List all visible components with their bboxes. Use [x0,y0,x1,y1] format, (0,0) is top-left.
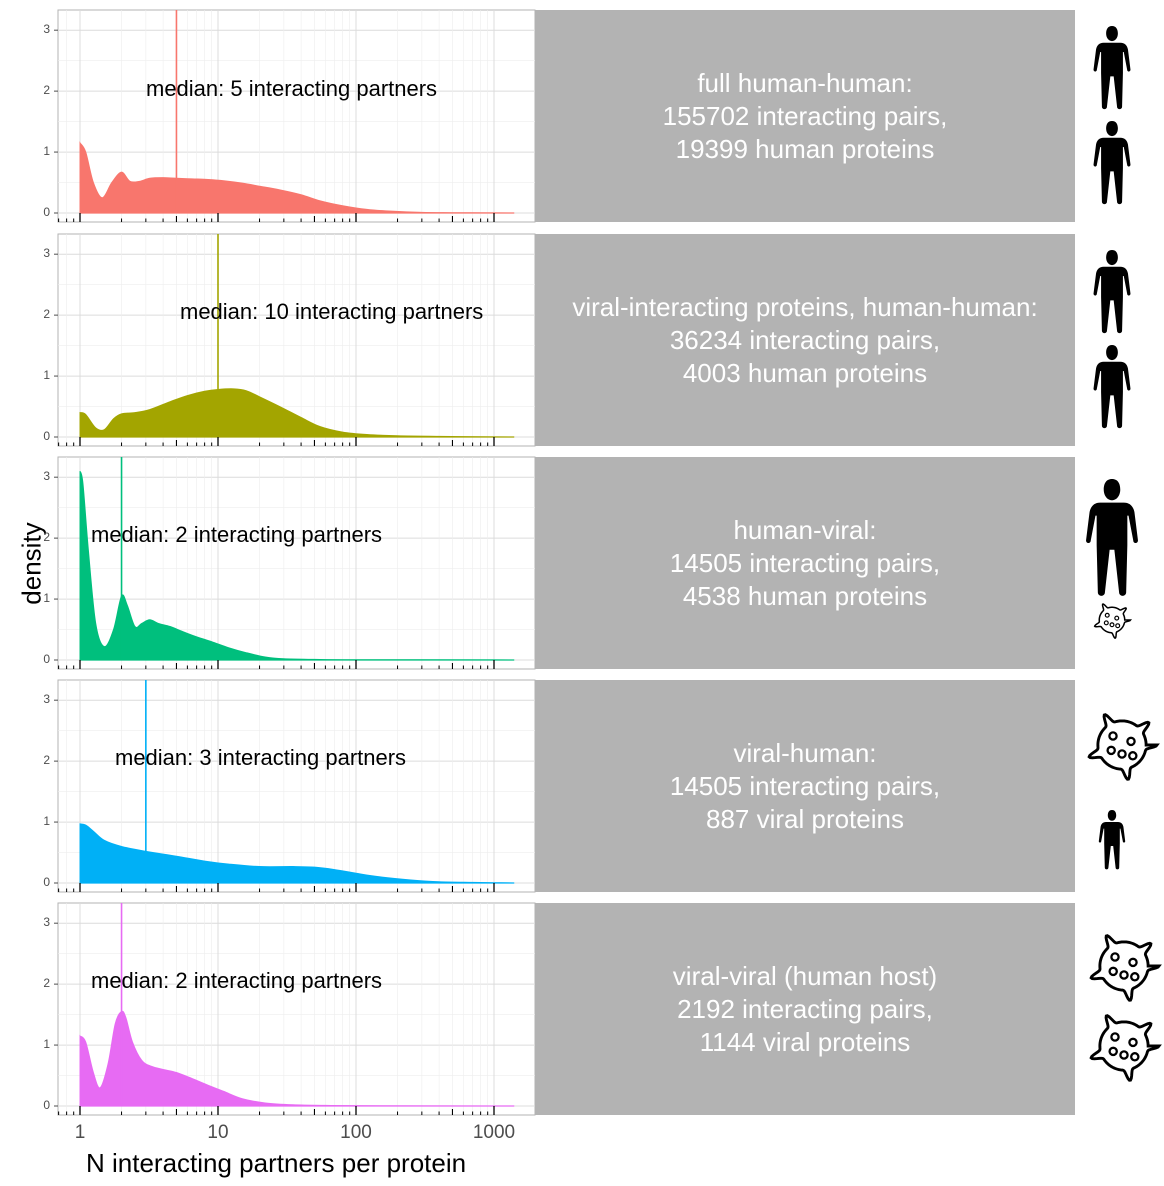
panel-1-strip: full human-human: 155702 interacting pai… [535,10,1075,222]
panel-5-median-label: median: 2 interacting partners [91,968,383,993]
panel-2-y-tick-label: 0 [43,429,50,443]
panel-2-strip-line-2: 36234 interacting pairs, [669,324,941,355]
panel-1-human-icon-1 [1093,26,1131,110]
x-tick-label-100: 100 [340,1122,372,1143]
panel-5-virus-icon-2 [1089,1014,1162,1082]
panel-1-strip-background [535,10,1075,222]
panel-4-median-label: median: 3 interacting partners [115,745,407,770]
panel-3-density-area [79,470,515,661]
panel-1-median-label: median: 5 interacting partners [146,76,438,101]
panel-1-strip-line-2: 155702 interacting pairs, [662,100,948,131]
panel-3-strip-line-3: 4538 human proteins [682,580,928,611]
panel-4-y-tick-label: 1 [43,814,50,829]
panel-1-y-tick-label: 1 [43,144,50,159]
panel-5-y-tick-label: 0 [43,1098,50,1112]
panel-4-y-tick-label: 3 [43,692,50,707]
panel-2-strip-line-3: 4003 human proteins [682,357,928,388]
panel-3-strip-line-2: 14505 interacting pairs, [669,547,941,578]
panel-1-density-area [79,141,515,214]
x-tick-label-1000: 1000 [472,1122,516,1143]
panel-5-strip-line-2: 2192 interacting pairs, [677,993,933,1024]
panel-4-virus-icon-1 [1087,713,1160,781]
panel-3-y-tick-label: 2 [43,530,50,545]
panel-5-virus-icon-1 [1089,934,1162,1002]
panel-3-strip-background [535,457,1075,669]
x-tick-label-1: 1 [74,1122,86,1143]
panel-3-y-tick-label: 3 [43,469,50,484]
panel-3-virus-icon-2 [1093,603,1132,639]
panel-3-y-tick-label: 0 [43,652,50,666]
panel-4-y-tick-label: 2 [43,753,50,768]
panel-5-strip-line-3: 1144 viral proteins [699,1026,911,1057]
panel-4-strip-line-3: 887 viral proteins [705,803,904,834]
panel-2-strip-background [535,234,1075,446]
panel-3-strip: human-viral: 14505 interacting pairs, 45… [535,457,1075,669]
panel-4-strip: viral-human: 14505 interacting pairs, 88… [535,680,1075,892]
panel-3-y-tick-label: 1 [43,591,50,606]
panel-2-strip: viral-interacting proteins, human-human:… [535,234,1075,446]
panel-2-y-tick-label: 1 [43,368,50,383]
panel-1-y-tick-label: 3 [43,22,50,37]
panel-3-human-icon-1 [1086,479,1138,596]
panel-2-y-tick-label: 2 [43,307,50,322]
panel-1-strip-line-3: 19399 human proteins [675,133,935,164]
panel-3-median-label: median: 2 interacting partners [91,522,383,547]
panel-5-y-tick-label: 1 [43,1037,50,1052]
panel-4-strip-background [535,680,1075,892]
panel-4-y-tick-label: 0 [43,875,50,889]
panel-4-strip-line-1: viral-human: [733,737,877,768]
panel-2-human-icon-1 [1093,250,1131,334]
panel-2-background [57,233,536,447]
panel-2-median-label: median: 10 interacting partners [180,299,484,324]
panel-5-strip-background [535,903,1075,1115]
panel-5-strip-line-1: viral-viral (human host) [672,960,938,991]
panel-5-density-area [79,1010,515,1107]
panel-4-human-icon-2 [1098,810,1126,870]
panel-2-human-icon-2 [1093,345,1131,429]
panel-2-y-tick-label: 3 [43,246,50,261]
panel-1-human-icon-2 [1093,121,1131,205]
panel-1-y-tick-label: 2 [43,83,50,98]
panel-4-density-area [79,823,515,884]
panel-1-y-tick-label: 0 [43,205,50,219]
panel-5-y-tick-label: 2 [43,976,50,991]
panel-4-strip-line-2: 14505 interacting pairs, [669,770,941,801]
panel-1-strip-line-1: full human-human: [697,67,913,98]
panel-5-y-tick-label: 3 [43,915,50,930]
x-tick-label-10: 10 [207,1122,229,1143]
x-axis-title: N interacting partners per protein [86,1148,467,1178]
panel-5-strip: viral-viral (human host) 2192 interactin… [535,903,1075,1115]
panel-2-density-area [79,388,515,438]
panel-3-strip-line-1: human-viral: [733,514,877,545]
panel-2-strip-line-1: viral-interacting proteins, human-human: [572,291,1038,322]
